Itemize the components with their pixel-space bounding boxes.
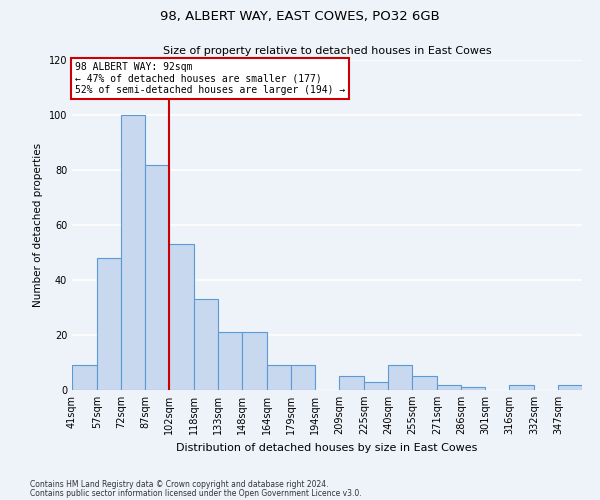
Bar [218, 332, 242, 390]
Bar [242, 332, 268, 390]
Bar [558, 384, 582, 390]
Bar [291, 365, 315, 390]
Bar [509, 384, 535, 390]
Bar [461, 387, 485, 390]
X-axis label: Distribution of detached houses by size in East Cowes: Distribution of detached houses by size … [176, 442, 478, 452]
Text: Contains HM Land Registry data © Crown copyright and database right 2024.: Contains HM Land Registry data © Crown c… [30, 480, 329, 489]
Text: 98, ALBERT WAY, EAST COWES, PO32 6GB: 98, ALBERT WAY, EAST COWES, PO32 6GB [160, 10, 440, 23]
Text: 98 ALBERT WAY: 92sqm
← 47% of detached houses are smaller (177)
52% of semi-deta: 98 ALBERT WAY: 92sqm ← 47% of detached h… [74, 62, 345, 95]
Bar [121, 115, 145, 390]
Bar [169, 244, 194, 390]
Y-axis label: Number of detached properties: Number of detached properties [33, 143, 43, 307]
Bar [97, 258, 121, 390]
Bar [339, 376, 364, 390]
Bar [388, 365, 412, 390]
Bar [72, 365, 97, 390]
Bar [194, 299, 218, 390]
Bar [145, 164, 169, 390]
Bar [437, 384, 461, 390]
Bar [268, 365, 291, 390]
Bar [412, 376, 437, 390]
Bar [364, 382, 388, 390]
Text: Contains public sector information licensed under the Open Government Licence v3: Contains public sector information licen… [30, 488, 362, 498]
Title: Size of property relative to detached houses in East Cowes: Size of property relative to detached ho… [163, 46, 491, 56]
